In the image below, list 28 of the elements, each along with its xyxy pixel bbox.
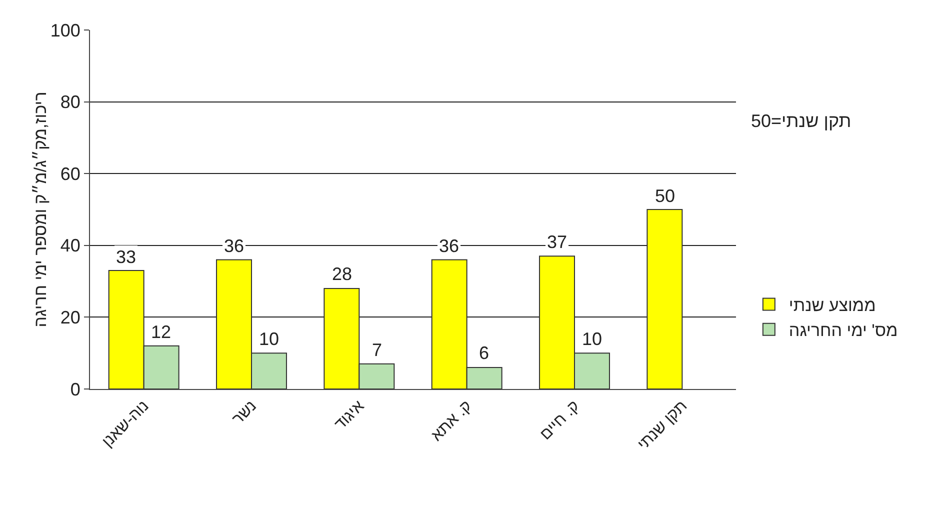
text: תקן שנתי=50: [751, 111, 852, 131]
data-label: 33: [116, 247, 136, 267]
data-label: 7: [372, 340, 382, 360]
x-tick-label: תקן שנתי: [634, 398, 691, 454]
y-tick-label: 100: [50, 20, 80, 40]
data-label: 28: [332, 264, 352, 284]
data-label: 36: [224, 236, 244, 256]
y-tick-label: 60: [60, 164, 80, 184]
legend-label: ממוצע שנתי: [788, 296, 876, 315]
x-tick-label: נוה-שאנן: [99, 398, 152, 451]
y-tick-label: 80: [60, 92, 80, 112]
bar: [646, 209, 683, 389]
data-label: 50: [655, 186, 676, 206]
y-tick-label: 40: [60, 236, 80, 256]
x-tick-label: ק. אתא: [428, 398, 476, 445]
data-label: 6: [479, 343, 490, 363]
data-label: 10: [582, 329, 602, 349]
y-tick-label: 20: [60, 308, 80, 328]
x-tick-label: איגוד: [332, 398, 368, 434]
y-axis-title: ריכוז,מק״ג/מ״ק ומספר ימי חריגה: [31, 92, 50, 328]
data-label: 12: [151, 322, 172, 342]
data-label: 10: [259, 329, 280, 349]
x-tick-label: נשר: [229, 398, 260, 428]
data-label: 37: [547, 232, 568, 252]
y-tick-label: 0: [70, 379, 80, 400]
data-label: 36: [439, 236, 460, 256]
legend-label: מס' ימי החריגה: [788, 320, 898, 340]
x-tick-label: ק. חיים: [537, 398, 583, 444]
